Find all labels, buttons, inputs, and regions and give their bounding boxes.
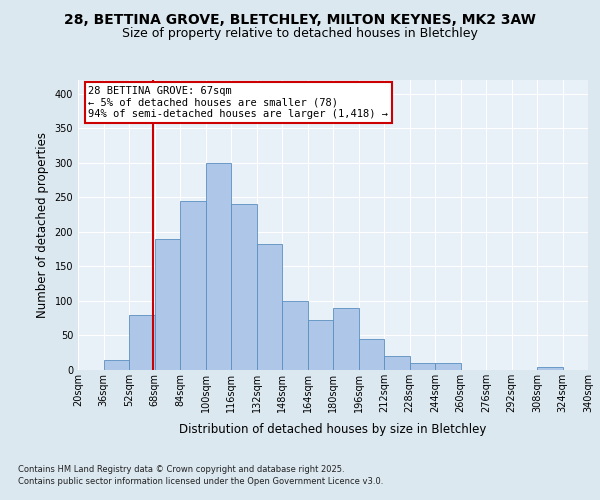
Text: Contains public sector information licensed under the Open Government Licence v3: Contains public sector information licen… — [18, 478, 383, 486]
Bar — [409, 363, 435, 370]
Text: 28, BETTINA GROVE, BLETCHLEY, MILTON KEYNES, MK2 3AW: 28, BETTINA GROVE, BLETCHLEY, MILTON KEY… — [64, 12, 536, 26]
Bar — [129, 315, 155, 370]
Bar — [257, 244, 282, 370]
Bar — [231, 204, 257, 370]
Bar — [359, 339, 384, 370]
Bar — [180, 201, 205, 370]
Y-axis label: Number of detached properties: Number of detached properties — [36, 132, 49, 318]
Bar — [205, 163, 231, 370]
Text: Size of property relative to detached houses in Bletchley: Size of property relative to detached ho… — [122, 28, 478, 40]
Text: Contains HM Land Registry data © Crown copyright and database right 2025.: Contains HM Land Registry data © Crown c… — [18, 465, 344, 474]
Text: 28 BETTINA GROVE: 67sqm
← 5% of detached houses are smaller (78)
94% of semi-det: 28 BETTINA GROVE: 67sqm ← 5% of detached… — [88, 86, 388, 119]
Bar — [435, 363, 461, 370]
Bar — [104, 360, 129, 370]
Bar — [537, 366, 563, 370]
Bar — [384, 356, 409, 370]
Bar — [282, 301, 308, 370]
Bar — [155, 239, 180, 370]
Bar — [333, 308, 359, 370]
Bar — [308, 320, 333, 370]
Text: Distribution of detached houses by size in Bletchley: Distribution of detached houses by size … — [179, 422, 487, 436]
